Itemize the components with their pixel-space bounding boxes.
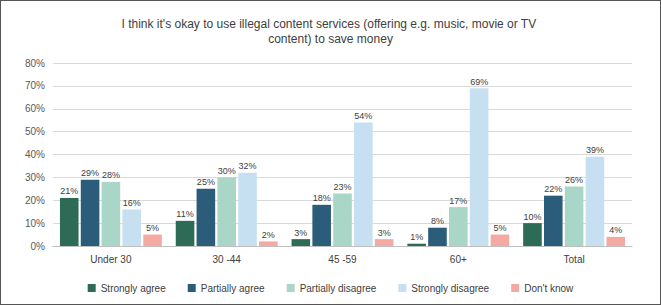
- svg-text:39%: 39%: [586, 145, 604, 155]
- svg-text:21%: 21%: [60, 186, 78, 196]
- svg-text:Under 30: Under 30: [90, 254, 132, 265]
- svg-text:Don't know: Don't know: [524, 283, 574, 294]
- svg-text:16%: 16%: [123, 198, 141, 208]
- svg-text:1%: 1%: [410, 232, 423, 242]
- svg-text:23%: 23%: [333, 182, 351, 192]
- svg-text:54%: 54%: [354, 111, 372, 121]
- svg-text:10%: 10%: [25, 218, 45, 229]
- svg-text:50%: 50%: [25, 126, 45, 137]
- svg-text:30 -44: 30 -44: [213, 254, 242, 265]
- svg-text:3%: 3%: [294, 228, 307, 238]
- svg-text:45 -59: 45 -59: [328, 254, 357, 265]
- svg-text:20%: 20%: [25, 195, 45, 206]
- svg-text:2%: 2%: [262, 230, 275, 240]
- svg-text:Total: Total: [564, 254, 585, 265]
- svg-text:5%: 5%: [493, 223, 506, 233]
- svg-text:10%: 10%: [523, 212, 541, 222]
- svg-text:69%: 69%: [470, 77, 488, 87]
- svg-text:I think it's okay to use illeg: I think it's okay to use illegal content…: [121, 17, 539, 31]
- svg-text:25%: 25%: [197, 177, 215, 187]
- svg-text:Partially agree: Partially agree: [201, 283, 265, 294]
- svg-text:60%: 60%: [25, 103, 45, 114]
- svg-text:4%: 4%: [609, 225, 622, 235]
- svg-text:Strongly agree: Strongly agree: [101, 283, 166, 294]
- svg-text:70%: 70%: [25, 80, 45, 91]
- svg-text:60+: 60+: [450, 254, 467, 265]
- svg-text:30%: 30%: [218, 166, 236, 176]
- svg-text:0%: 0%: [31, 241, 46, 252]
- svg-text:3%: 3%: [378, 228, 391, 238]
- svg-text:30%: 30%: [25, 172, 45, 183]
- svg-text:29%: 29%: [81, 168, 99, 178]
- svg-text:17%: 17%: [449, 196, 467, 206]
- svg-text:Partially disagree: Partially disagree: [300, 283, 377, 294]
- svg-text:8%: 8%: [431, 216, 444, 226]
- svg-text:18%: 18%: [313, 193, 331, 203]
- svg-text:32%: 32%: [239, 161, 257, 171]
- svg-text:22%: 22%: [544, 184, 562, 194]
- svg-text:content) to save money: content) to save money: [268, 32, 393, 46]
- svg-text:80%: 80%: [25, 58, 45, 69]
- svg-text:26%: 26%: [565, 175, 583, 185]
- svg-text:28%: 28%: [102, 170, 120, 180]
- svg-text:11%: 11%: [176, 209, 193, 219]
- svg-text:Strongly disagree: Strongly disagree: [411, 283, 489, 294]
- svg-text:5%: 5%: [146, 223, 159, 233]
- svg-text:40%: 40%: [25, 149, 45, 160]
